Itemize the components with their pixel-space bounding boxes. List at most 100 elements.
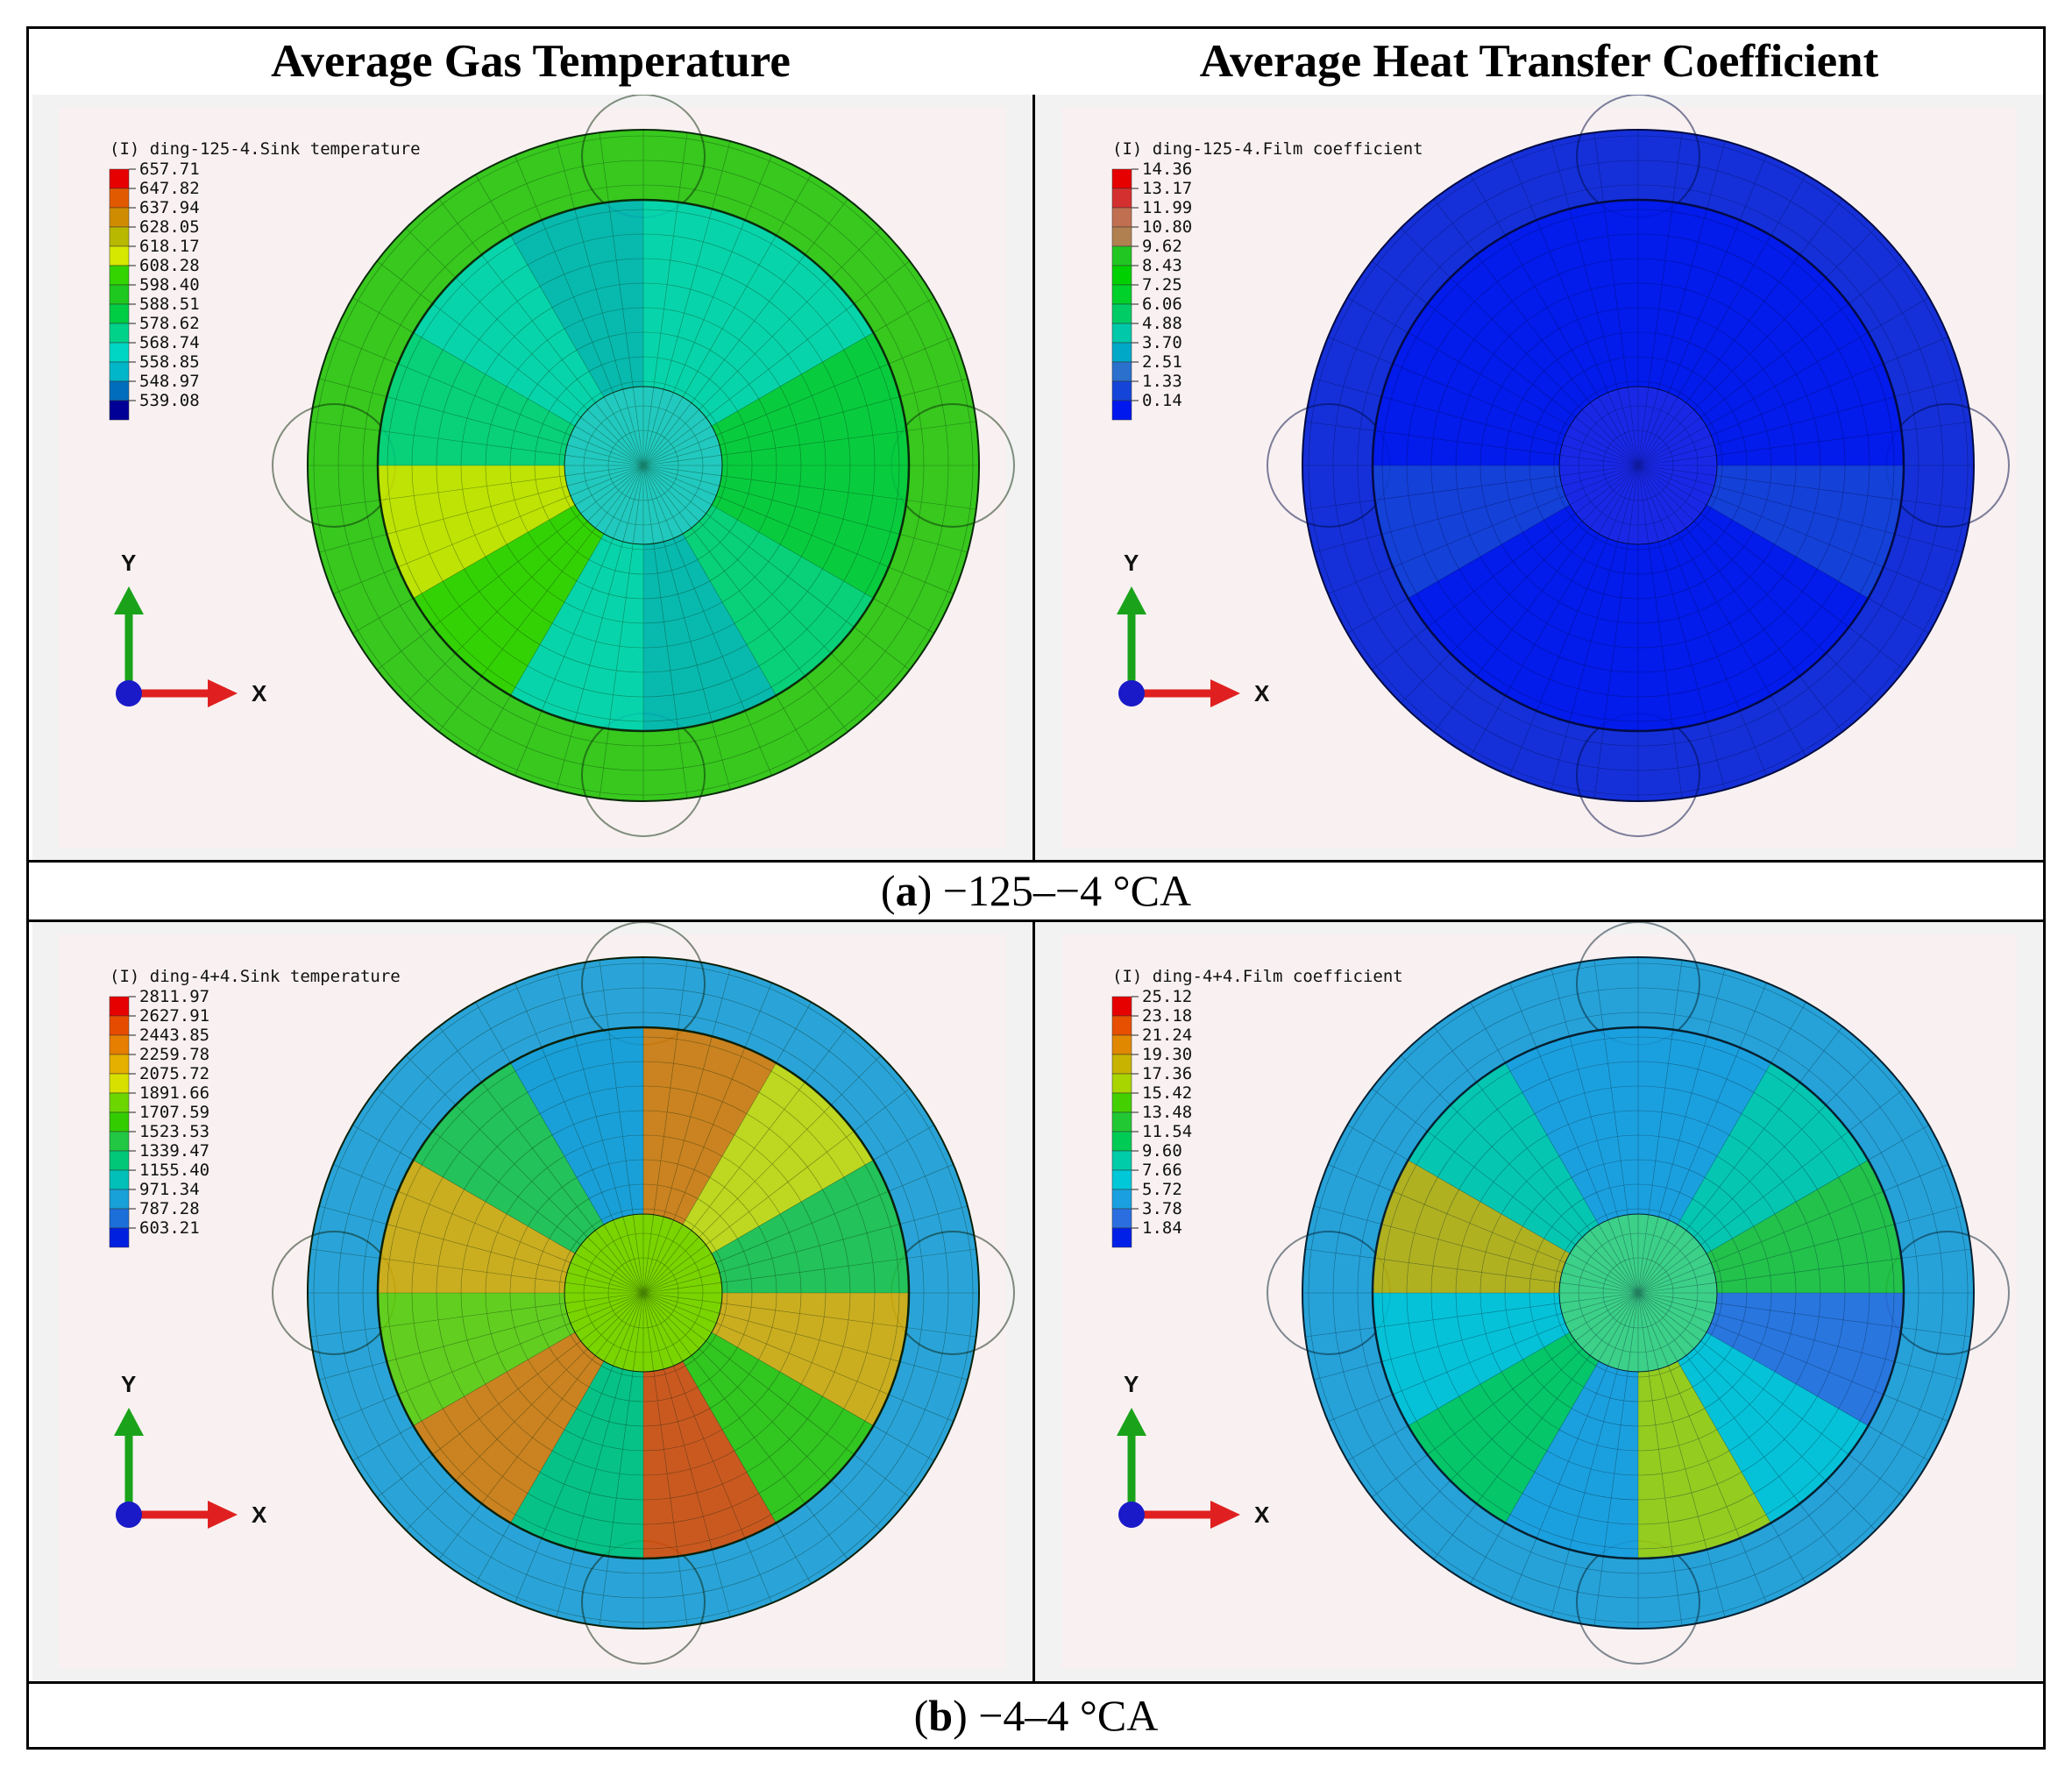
r0p0-mesh-spoke [514,155,644,466]
r0p0-legend-swatch [109,342,130,363]
r1p0-contour-sector [510,1027,643,1225]
r0p1-legend-value: 6.06 [1142,295,1182,314]
r0p1-mesh-spoke [1328,465,1639,594]
r1p0-axis-y-label: Y [121,1371,136,1397]
r1p1-mesh-spoke [1637,1026,1843,1294]
r0p0-mesh-ring [411,233,876,698]
r0p1-mesh-ring [1430,258,1846,673]
r0p1-mesh-spoke [1550,465,1639,791]
r1p1-contour-sector [1678,1332,1869,1523]
r1p0-mesh-spoke [642,1292,954,1422]
r1p0-mesh-spoke [642,1164,954,1294]
r1p1-mesh-spoke [1328,1292,1639,1422]
r0p1-mesh-spoke [1637,198,1843,466]
r0p1-contour-sector [1638,533,1771,731]
r1p0-axis-x-label: X [252,1502,267,1528]
r1p0-legend-value: 1339.47 [139,1141,209,1161]
r0p0-contour-sector [378,332,576,465]
r0p0-mesh-spoke [642,465,954,594]
r0p0-mesh-spoke [642,465,911,671]
r0p0-contour-sector [711,332,909,465]
r1p1-mesh-spoke [1637,1292,1726,1618]
r0p0-mesh-ring [607,430,679,501]
r0p0-mesh-ring [534,356,753,575]
r0p1-mesh-spoke [1470,174,1639,466]
r1p0-mesh-spoke [333,1164,644,1294]
r0p0-mesh-spoke [333,465,644,594]
r0p1-mesh-ring [1479,307,1797,624]
r0p0-legend-swatch [109,207,130,228]
r0p0-mesh-spoke [642,465,731,791]
r1p0-legend-value: 1155.40 [139,1161,209,1180]
r1p1-mesh-ring [1332,987,1944,1599]
r1p0-mesh-spoke [642,1292,812,1584]
r1p0-mesh-ring [411,1061,876,1525]
r0p0-legend-value: 647.82 [139,179,200,198]
r1p1-legend-value: 5.72 [1142,1180,1182,1199]
r0p0-mesh-spoke [642,465,976,510]
r0p0-axis-x-label: X [252,680,267,706]
r0p0-mesh-spoke [318,465,644,553]
r1p1-mesh-spoke [1371,1088,1639,1294]
r0p1-mesh-ring [1578,405,1699,526]
r1p0-mesh-spoke [642,1292,934,1461]
r0p1-legend-swatch [1111,284,1132,305]
r0p0-legend-value: 568.74 [139,333,200,352]
r0p0-legend-value: 539.08 [139,391,200,410]
r1p1-legend-swatch [1111,1131,1132,1152]
panel-b-heat-transfer: (I) ding-4+4.Film coefficient 25.12 23.18 2… [1035,922,2043,1681]
r1p0-contour-sector [378,1160,576,1293]
divider-column-bottom [1032,922,1035,1681]
r0p1-mesh-spoke [1637,337,1948,466]
r1p1-mesh-spoke [1637,1164,1948,1294]
r1p0-legend-value: 2811.97 [139,987,209,1006]
r1p1-mesh-spoke [1637,1292,1948,1422]
r0p1-mesh-spoke [1637,421,1971,466]
header-average-heat-transfer-coefficient: Average Heat Transfer Coefficient [1199,36,1879,87]
r0p0-legend-value: 578.62 [139,314,200,333]
r0p0-mesh-spoke [642,421,976,466]
r1p0-contour-sector [683,1332,874,1523]
r1p1-mesh-spoke [1305,1292,1639,1338]
r1p0-mesh-ring [534,1183,753,1402]
r1p1-legend-value: 11.54 [1142,1122,1192,1141]
r1p1-mesh-spoke [1400,1054,1639,1294]
r0p1-mesh-spoke [1550,140,1639,466]
r1p1-legend-swatch [1111,1015,1132,1036]
r0p1-legend-swatch [1111,245,1132,266]
r0p0-mesh-spoke [438,198,644,466]
r1p0-axis-y-arrowhead [114,1408,144,1436]
r0p1-mesh-spoke [1305,465,1639,510]
r1p1-mesh-spoke [1400,1292,1639,1531]
r1p1-mesh-spoke [1637,1054,1877,1294]
r1p0-contour-sector [643,1360,777,1559]
r0p0-axis-y-arrowhead [114,586,144,614]
r1p1-mesh-spoke [1637,1248,1971,1294]
r0p0-mesh-spoke [310,465,644,510]
r1p0-mesh-spoke [642,1292,911,1498]
r1p1-legend-value: 1.84 [1142,1218,1182,1238]
header-average-gas-temperature: Average Gas Temperature [271,36,791,87]
r1p0-mesh-ring [337,987,949,1599]
r1p0-mesh-spoke [376,1292,644,1498]
r1p1-bowl-center [1558,1213,1718,1373]
r1p0-legend-value: 603.21 [139,1218,200,1238]
r0p0-mesh-ring [509,331,777,600]
r0p0-mesh-spoke [642,260,911,466]
r1p1-mesh-spoke [1593,960,1639,1294]
r1p0-mesh-spoke [642,1088,911,1294]
r0p0-contour-sector [643,533,777,731]
r1p1-mesh-spoke [1637,1292,1683,1626]
r1p0-contour-sector [378,1293,576,1426]
r0p1-legend-swatch [1111,188,1132,209]
r0p0-mesh-spoke [642,198,848,466]
r0p0-mesh-spoke [438,465,644,733]
r1p1-legend-swatch [1111,1189,1132,1210]
r1p1-mesh-spoke [1637,1292,1971,1338]
r1p1-mesh-spoke [1470,1002,1639,1294]
r0p1-mesh-spoke [1637,465,1843,733]
r0p0-axis-origin [116,680,142,706]
r1p1-legend-swatch [1111,1054,1132,1075]
r0p1-legend-value: 7.25 [1142,275,1182,295]
r0p0-legend-swatch [109,245,130,266]
